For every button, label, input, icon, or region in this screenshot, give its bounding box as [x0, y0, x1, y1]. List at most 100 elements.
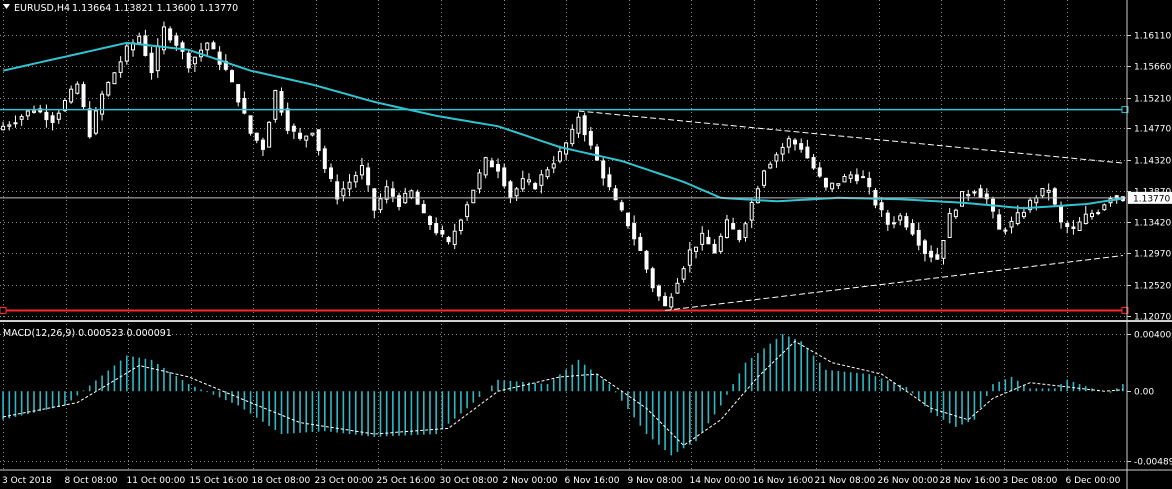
- candle[interactable]: [44, 111, 49, 121]
- candle[interactable]: [898, 215, 903, 221]
- symbol-dropdown-icon[interactable]: [3, 4, 10, 9]
- candle[interactable]: [359, 165, 364, 176]
- candle[interactable]: [743, 223, 748, 238]
- candle[interactable]: [205, 42, 210, 51]
- candle[interactable]: [93, 110, 98, 134]
- candle[interactable]: [174, 35, 179, 46]
- candle[interactable]: [236, 84, 241, 103]
- candle[interactable]: [582, 115, 587, 136]
- candle[interactable]: [106, 81, 111, 96]
- candle[interactable]: [273, 89, 278, 120]
- candle[interactable]: [941, 240, 946, 259]
- candle[interactable]: [341, 188, 346, 197]
- candle[interactable]: [242, 97, 247, 114]
- candle[interactable]: [694, 246, 699, 252]
- candle[interactable]: [935, 254, 940, 260]
- candle[interactable]: [502, 167, 507, 187]
- candle[interactable]: [817, 167, 822, 177]
- candle[interactable]: [848, 174, 853, 179]
- candle[interactable]: [854, 174, 859, 182]
- candle[interactable]: [1052, 188, 1057, 205]
- level-handle[interactable]: [1121, 106, 1129, 114]
- candle[interactable]: [279, 91, 284, 113]
- candle[interactable]: [514, 188, 519, 197]
- candle[interactable]: [310, 132, 315, 136]
- candle[interactable]: [100, 93, 105, 115]
- candle[interactable]: [260, 139, 265, 150]
- candle[interactable]: [390, 188, 395, 197]
- candle[interactable]: [1, 125, 6, 131]
- candle[interactable]: [929, 250, 934, 258]
- candle[interactable]: [1046, 189, 1051, 193]
- candle[interactable]: [731, 223, 736, 230]
- candle[interactable]: [663, 296, 668, 307]
- candle[interactable]: [1083, 213, 1088, 225]
- candle[interactable]: [378, 198, 383, 211]
- candle[interactable]: [966, 194, 971, 197]
- candle[interactable]: [192, 56, 197, 65]
- candle[interactable]: [972, 191, 977, 194]
- candle[interactable]: [298, 132, 303, 139]
- candle[interactable]: [458, 219, 463, 232]
- candle[interactable]: [799, 143, 804, 150]
- candle[interactable]: [161, 26, 166, 51]
- macd-signal-line[interactable]: [3, 340, 1123, 447]
- candle[interactable]: [483, 157, 488, 176]
- candle[interactable]: [613, 188, 618, 201]
- candle[interactable]: [922, 240, 927, 254]
- candle[interactable]: [960, 191, 965, 207]
- candle[interactable]: [477, 172, 482, 190]
- candle[interactable]: [774, 154, 779, 162]
- candle[interactable]: [768, 163, 773, 169]
- candle[interactable]: [718, 235, 723, 252]
- candle[interactable]: [687, 249, 692, 266]
- candle[interactable]: [335, 181, 340, 200]
- candle[interactable]: [87, 108, 92, 138]
- candle[interactable]: [180, 42, 185, 52]
- candle[interactable]: [254, 132, 259, 141]
- candle[interactable]: [56, 112, 61, 120]
- candle[interactable]: [638, 236, 643, 251]
- candle[interactable]: [885, 212, 890, 225]
- candle[interactable]: [1015, 212, 1020, 225]
- candle[interactable]: [823, 177, 828, 188]
- candle[interactable]: [570, 128, 575, 145]
- candle[interactable]: [69, 88, 74, 103]
- candle[interactable]: [496, 163, 501, 172]
- candle[interactable]: [471, 189, 476, 204]
- candle[interactable]: [755, 188, 760, 204]
- candle[interactable]: [551, 163, 556, 169]
- candle[interactable]: [1034, 197, 1039, 204]
- candle[interactable]: [489, 160, 494, 168]
- level-handle[interactable]: [1121, 306, 1129, 314]
- candle[interactable]: [13, 122, 18, 125]
- candle[interactable]: [539, 174, 544, 186]
- candle[interactable]: [353, 175, 358, 183]
- candle[interactable]: [118, 61, 123, 73]
- candle[interactable]: [681, 268, 686, 280]
- candle[interactable]: [984, 193, 989, 200]
- candle[interactable]: [372, 188, 377, 211]
- candle[interactable]: [267, 121, 272, 148]
- candle[interactable]: [440, 230, 445, 235]
- candle[interactable]: [75, 83, 80, 94]
- candle[interactable]: [997, 214, 1002, 230]
- candle[interactable]: [347, 181, 352, 190]
- candle[interactable]: [669, 296, 674, 308]
- candle[interactable]: [644, 250, 649, 270]
- candle[interactable]: [328, 167, 333, 179]
- candle[interactable]: [285, 108, 290, 131]
- candle[interactable]: [421, 203, 426, 214]
- candle[interactable]: [434, 223, 439, 234]
- candle[interactable]: [7, 124, 12, 127]
- candle[interactable]: [749, 201, 754, 221]
- candle[interactable]: [1089, 212, 1094, 218]
- candle[interactable]: [601, 160, 606, 179]
- candle[interactable]: [1009, 220, 1014, 228]
- candle[interactable]: [137, 35, 142, 44]
- candle[interactable]: [1040, 188, 1045, 197]
- level-handle[interactable]: [0, 306, 7, 314]
- candle[interactable]: [576, 116, 581, 134]
- candle[interactable]: [867, 177, 872, 188]
- candle[interactable]: [619, 202, 624, 211]
